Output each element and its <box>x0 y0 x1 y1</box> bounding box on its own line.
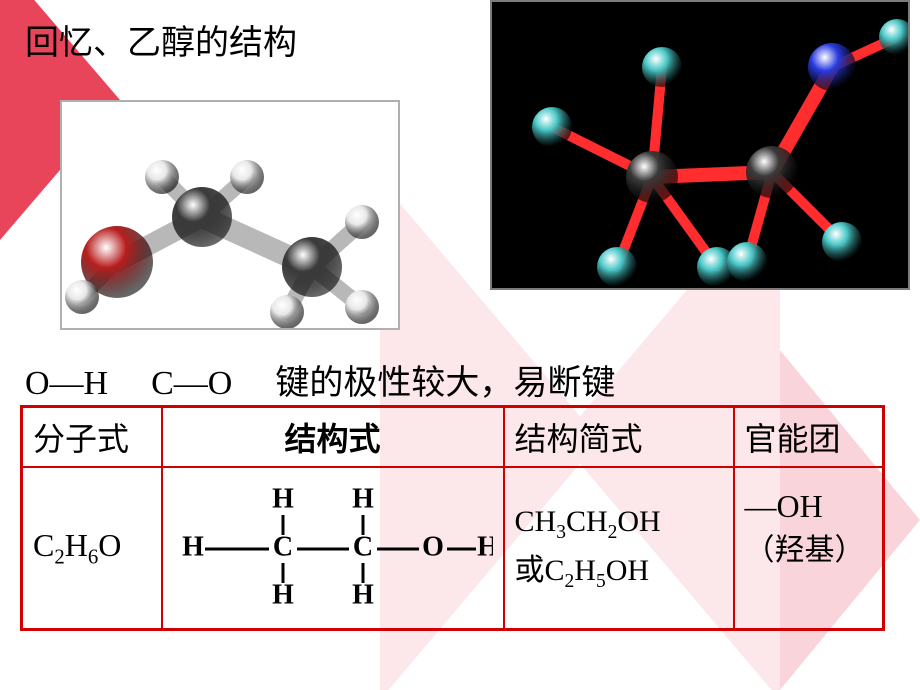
molecule-ethanol-model-1 <box>60 100 400 330</box>
svg-text:H: H <box>352 483 374 514</box>
cell-functional-group: —OH （羟基） <box>734 467 884 630</box>
cell-structural-formula: HCCOHHHHH <box>162 467 504 630</box>
svg-text:H: H <box>182 531 204 562</box>
header-functional-group: 官能团 <box>734 407 884 468</box>
cell-condensed-formula: CH3CH2OH 或C2H5OH <box>504 467 734 630</box>
molecule-ethanol-model-2 <box>490 0 910 290</box>
bond-oh: O—H <box>25 365 108 403</box>
bond-desc: 键的极性较大，易断键 <box>275 355 615 404</box>
bond-polarity-text: O—H C—O 键的极性较大，易断键 <box>25 355 615 404</box>
bond-co: C—O <box>151 365 232 403</box>
svg-text:H: H <box>352 579 374 610</box>
header-molecular-formula: 分子式 <box>22 407 162 468</box>
page-title: 回忆、乙醇的结构 <box>25 15 297 64</box>
svg-text:O: O <box>422 531 444 562</box>
header-condensed-formula: 结构简式 <box>504 407 734 468</box>
svg-text:H: H <box>272 579 294 610</box>
ethanol-formula-table: 分子式 结构式 结构简式 官能团 C2H6O HCCOHHHHH CH3CH2O… <box>20 405 885 631</box>
svg-text:H: H <box>477 531 493 562</box>
svg-text:C: C <box>272 531 292 562</box>
table-body-row: C2H6O HCCOHHHHH CH3CH2OH 或C2H5OH —OH （羟基… <box>22 467 884 630</box>
header-structural-formula: 结构式 <box>162 407 504 468</box>
cell-molecular-formula: C2H6O <box>22 467 162 630</box>
svg-text:C: C <box>352 531 372 562</box>
svg-text:H: H <box>272 483 294 514</box>
table-header-row: 分子式 结构式 结构简式 官能团 <box>22 407 884 468</box>
